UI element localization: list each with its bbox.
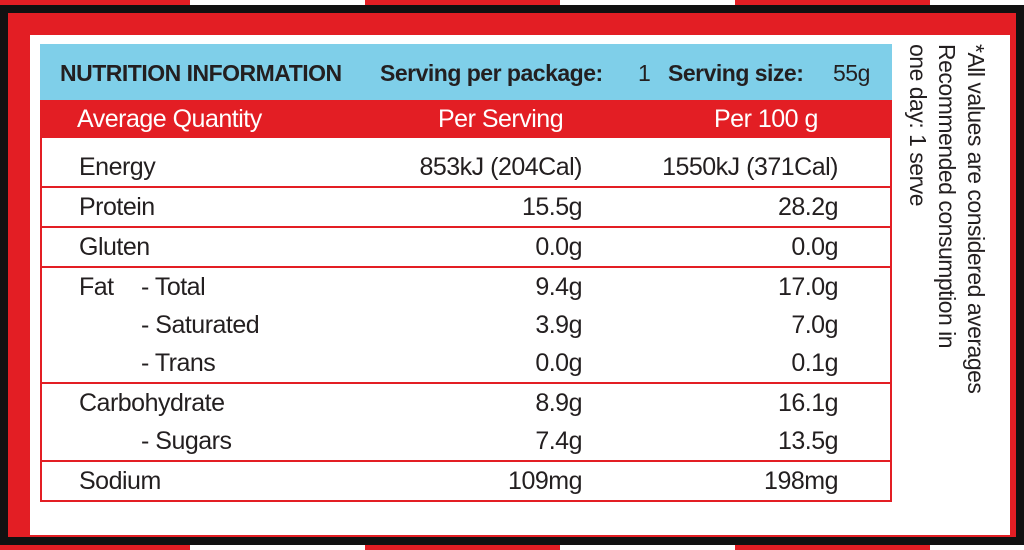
per-serving: 9.4g [535,273,582,301]
row-label: Gluten [79,233,150,261]
row: Fat - Total 9.4g 17.0g [42,268,890,306]
row: Protein 15.5g 28.2g [42,188,890,226]
stripe [560,544,735,550]
row: Carbohydrate 8.9g 16.1g [42,384,890,422]
row: - Trans 0.0g 0.1g [42,344,890,382]
serving-size: 55g [833,60,870,86]
row-group: Protein 15.5g 28.2g [42,186,890,226]
per-100g: 13.5g [777,427,839,455]
row-sublabel: - Total [141,273,206,301]
serving-size-label: Serving size: [668,60,804,86]
per-serving: 15.5g [521,193,583,221]
row: Energy 853kJ (204Cal) 1550kJ (371Cal) [42,148,890,186]
row-label: Protein [79,193,155,221]
stripe [930,544,1024,550]
stripe [560,0,735,6]
note-line: one day: 1 serve [905,44,931,207]
column-label: Per Serving [438,105,564,133]
serving-per-package: 1 [638,60,651,86]
per-serving: 0.0g [535,233,582,261]
stripe [190,0,365,6]
column-header: Average Quantity Per Serving Per 100 g [40,100,892,138]
per-100g: 17.0g [777,273,839,301]
per-100g: 1550kJ (371Cal) [662,153,838,181]
row-group: Energy 853kJ (204Cal) 1550kJ (371Cal) [42,138,890,186]
row-sublabel: - Sugars [141,427,232,455]
side-note: *All values are considered averages Recom… [903,44,993,484]
per-100g: 7.0g [791,311,838,339]
row: - Sugars 7.4g 13.5g [42,422,890,460]
row-sublabel: - Trans [141,349,216,377]
nutrition-table: NUTRITION INFORMATION Serving per packag… [40,44,892,502]
row-label: Energy [79,153,156,181]
table-body: Energy 853kJ (204Cal) 1550kJ (371Cal) Prote… [40,138,892,502]
stripe [930,0,1024,6]
row-label: Sodium [79,467,161,495]
per-100g: 16.1g [777,389,839,417]
note-line: Recommended consumption in [934,44,960,349]
per-serving: 8.9g [535,389,582,417]
table-header: NUTRITION INFORMATION Serving per packag… [40,44,892,100]
row-group: Carbohydrate 8.9g 16.1g - Sugars 7.4g 13.5g [42,382,890,460]
column-label: Per 100 g [714,105,818,133]
per-100g: 0.1g [791,349,838,377]
serving-per-package-label: Serving per package: [380,60,603,86]
row: - Saturated 3.9g 7.0g [42,306,890,344]
row-group: Sodium 109mg 198mg [42,460,890,500]
per-100g: 198mg [764,467,838,495]
column-label: Average Quantity [77,105,262,133]
per-serving: 0.0g [535,349,582,377]
per-serving: 3.9g [535,311,582,339]
row-sublabel: - Saturated [141,311,260,339]
row-group: Fat - Total 9.4g 17.0g - Saturated 3.9g 7.0g - … [42,266,890,382]
title: NUTRITION INFORMATION [60,60,342,86]
per-serving: 7.4g [535,427,582,455]
row: Sodium 109mg 198mg [42,462,890,500]
row-label: Fat [79,273,114,301]
per-serving: 109mg [508,467,582,495]
per-100g: 0.0g [791,233,838,261]
row-group: Gluten 0.0g 0.0g [42,226,890,266]
per-100g: 28.2g [777,193,839,221]
note-line: *All values are considered averages [963,44,989,394]
per-serving: 853kJ (204Cal) [419,153,582,181]
row: Gluten 0.0g 0.0g [42,228,890,266]
stripe [190,544,365,550]
row-label: Carbohydrate [79,389,225,417]
